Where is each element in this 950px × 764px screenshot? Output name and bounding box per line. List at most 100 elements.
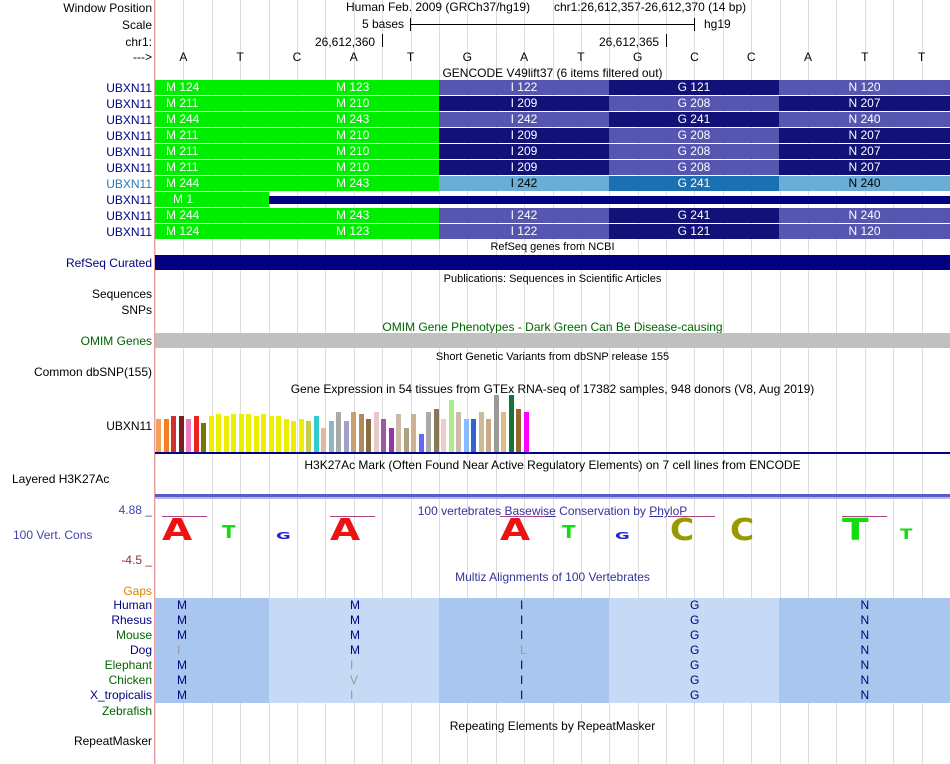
gtex-tissue-bar[interactable] bbox=[381, 419, 386, 452]
alignment-cell[interactable]: G bbox=[609, 658, 779, 673]
gencode-codon[interactable]: M 124 M 123 bbox=[155, 80, 439, 95]
gencode-codon[interactable]: G 121 bbox=[609, 224, 779, 239]
gencode-codon[interactable]: G 208 bbox=[609, 160, 779, 175]
gencode-codon[interactable]: I 242 bbox=[439, 208, 609, 223]
alignment-cell[interactable]: M bbox=[269, 628, 439, 643]
alignment-cell[interactable]: V bbox=[269, 673, 439, 688]
gencode-codon[interactable]: M 1 bbox=[155, 192, 269, 207]
gtex-tissue-bar[interactable] bbox=[366, 419, 371, 452]
alignment-cell[interactable]: G bbox=[609, 598, 779, 613]
cons-label[interactable]: 100 Vert. Cons bbox=[13, 528, 93, 542]
gencode-codon[interactable]: G 241 bbox=[609, 208, 779, 223]
alignment-cell[interactable]: I bbox=[439, 598, 609, 613]
gencode-codon[interactable]: I 209 bbox=[439, 128, 609, 143]
gtex-tissue-bar[interactable] bbox=[388, 428, 394, 452]
gtex-tissue-bar[interactable] bbox=[321, 428, 326, 452]
gencode-codon[interactable]: M 244 M 243 bbox=[155, 208, 439, 223]
gencode-row-label[interactable]: UBXN11 bbox=[106, 225, 152, 239]
gtex-tissue-bar[interactable] bbox=[253, 416, 259, 452]
gtex-tissue-bar[interactable] bbox=[298, 419, 304, 452]
position-text[interactable]: chr1:26,612,357-26,612,370 (14 bp) bbox=[554, 0, 747, 14]
gencode-codon[interactable]: M 244 M 243 bbox=[155, 112, 439, 127]
omim-label[interactable]: OMIM Genes bbox=[80, 334, 152, 348]
gtex-tissue-bar[interactable] bbox=[268, 416, 274, 452]
gtex-tissue-bar[interactable] bbox=[396, 414, 401, 452]
alignment-cell[interactable]: N bbox=[779, 658, 950, 673]
species-label[interactable]: Human bbox=[113, 598, 152, 612]
conservation-base-logo[interactable]: C bbox=[730, 513, 755, 548]
gtex-tissue-bar[interactable] bbox=[448, 400, 454, 452]
conservation-base-logo[interactable]: A bbox=[330, 513, 361, 548]
gencode-codon[interactable]: G 208 bbox=[609, 128, 779, 143]
gencode-utr-line[interactable] bbox=[269, 196, 950, 204]
gencode-row-label[interactable]: UBXN11 bbox=[106, 145, 152, 159]
alignment-cell[interactable]: N bbox=[779, 598, 950, 613]
multiz-title[interactable]: Multiz Alignments of 100 Vertebrates bbox=[455, 570, 650, 584]
gencode-codon[interactable]: G 241 bbox=[609, 112, 779, 127]
refseq-title[interactable]: RefSeq genes from NCBI bbox=[490, 241, 615, 253]
gtex-tissue-bar[interactable] bbox=[343, 421, 349, 452]
gtex-tissue-bar[interactable] bbox=[508, 395, 514, 452]
gtex-tissue-bar[interactable] bbox=[283, 419, 289, 452]
gtex-tissue-bar[interactable] bbox=[403, 428, 409, 452]
alignment-cell[interactable]: I bbox=[439, 658, 609, 673]
gtex-tissue-bar[interactable] bbox=[178, 416, 184, 452]
pubs-title[interactable]: Publications: Sequences in Scientific Ar… bbox=[443, 273, 662, 285]
gtex-tissue-bar[interactable] bbox=[238, 414, 244, 452]
alignment-cell[interactable]: M bbox=[269, 643, 439, 658]
gtex-tissue-bar[interactable] bbox=[441, 419, 446, 452]
gtex-tissue-bar[interactable] bbox=[418, 434, 424, 452]
gtex-tissue-bar[interactable] bbox=[501, 412, 506, 452]
alignment-cell[interactable]: I bbox=[269, 658, 439, 673]
gencode-codon[interactable]: N 207 bbox=[779, 160, 950, 175]
gencode-codon[interactable]: N 240 bbox=[779, 176, 950, 191]
refseq-gene-bar[interactable] bbox=[155, 255, 950, 270]
gtex-tissue-bar[interactable] bbox=[463, 419, 469, 452]
gtex-tissue-bar[interactable] bbox=[358, 414, 364, 452]
gtex-tissue-bar[interactable] bbox=[208, 416, 214, 452]
gencode-codon[interactable]: G 208 bbox=[609, 96, 779, 111]
repeat-label[interactable]: RepeatMasker bbox=[73, 734, 152, 748]
alignment-cell[interactable]: G bbox=[609, 628, 779, 643]
zebrafish-label[interactable]: Zebrafish bbox=[101, 704, 152, 718]
species-label[interactable]: X_tropicalis bbox=[89, 688, 152, 702]
species-label[interactable]: Dog bbox=[129, 643, 152, 657]
gtex-tissue-bar[interactable] bbox=[493, 395, 499, 452]
species-label[interactable]: Chicken bbox=[108, 673, 152, 687]
species-label[interactable]: Mouse bbox=[115, 628, 152, 642]
gtex-tissue-bar[interactable] bbox=[186, 419, 191, 452]
conservation-base-logo[interactable]: T bbox=[842, 513, 869, 548]
gencode-codon[interactable]: M 211 M 210 bbox=[155, 128, 439, 143]
alignment-cell[interactable]: I bbox=[439, 628, 609, 643]
alignment-cell[interactable]: N bbox=[779, 628, 950, 643]
alignment-cell[interactable]: G bbox=[609, 643, 779, 658]
conservation-base-logo[interactable]: C bbox=[670, 513, 695, 548]
alignment-cell[interactable]: N bbox=[779, 643, 950, 658]
gencode-row-label[interactable]: UBXN11 bbox=[106, 161, 152, 175]
alignment-cell[interactable]: I bbox=[155, 643, 269, 658]
gtex-tissue-bar[interactable] bbox=[433, 409, 439, 452]
gencode-row-label[interactable]: UBXN11 bbox=[106, 193, 152, 207]
omim-title[interactable]: OMIM Gene Phenotypes - Dark Green Can Be… bbox=[382, 320, 723, 334]
gtex-tissue-bar[interactable] bbox=[193, 416, 199, 452]
gencode-codon[interactable]: G 121 bbox=[609, 80, 779, 95]
gtex-tissue-bar[interactable] bbox=[336, 412, 341, 452]
gtex-tissue-bar[interactable] bbox=[231, 414, 236, 452]
gencode-codon[interactable]: I 242 bbox=[439, 112, 609, 127]
alignment-cell[interactable]: N bbox=[779, 688, 950, 703]
gencode-codon[interactable]: M 244 M 243 bbox=[155, 176, 439, 191]
gencode-codon[interactable]: N 120 bbox=[779, 224, 950, 239]
gencode-codon[interactable]: M 211 M 210 bbox=[155, 160, 439, 175]
alignment-cell[interactable]: M bbox=[155, 613, 269, 628]
gtex-tissue-bar[interactable] bbox=[223, 416, 229, 452]
alignment-cell[interactable]: M bbox=[155, 673, 269, 688]
alignment-cell[interactable]: G bbox=[609, 688, 779, 703]
gtex-label[interactable]: UBXN11 bbox=[106, 419, 152, 433]
alignment-cell[interactable]: N bbox=[779, 613, 950, 628]
gtex-tissue-bar[interactable] bbox=[201, 423, 206, 452]
gencode-codon[interactable]: N 120 bbox=[779, 80, 950, 95]
gtex-tissue-bar[interactable] bbox=[261, 414, 266, 452]
alignment-cell[interactable]: M bbox=[155, 628, 269, 643]
gtex-tissue-bar[interactable] bbox=[478, 412, 484, 452]
alignment-cell[interactable]: M bbox=[269, 598, 439, 613]
